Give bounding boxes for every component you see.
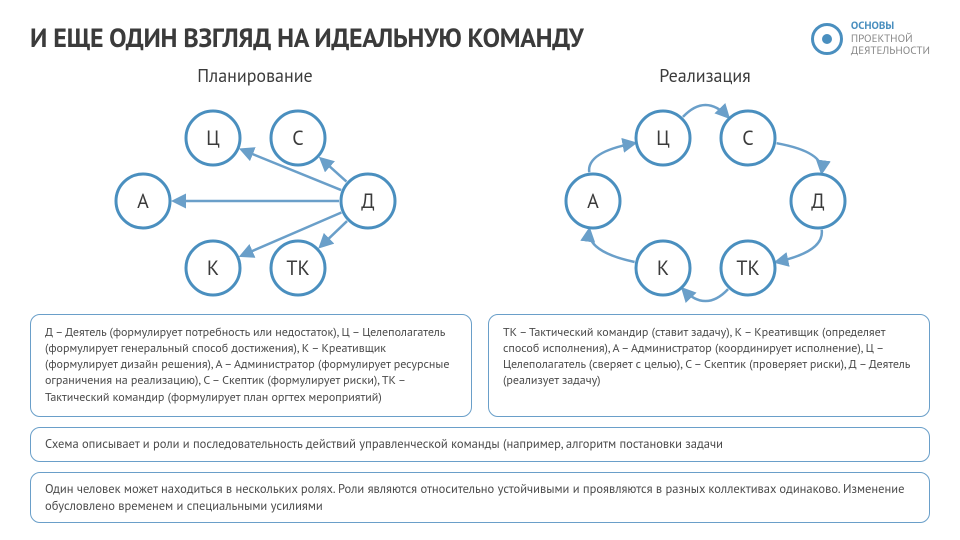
legend-row: Д – Деятель (формулирует потребность или… — [30, 314, 930, 417]
cycle-K-A — [589, 230, 635, 262]
logo-icon — [811, 23, 843, 55]
node-label-A: А — [587, 188, 599, 214]
node-label-C: Ц — [656, 125, 670, 151]
node-label-K: К — [206, 255, 218, 281]
logo-line1: ОСНОВЫ — [851, 20, 930, 33]
legend-realization: ТК – Тактический командир (ставит задачу… — [488, 314, 930, 417]
edge-D-TK — [320, 221, 347, 247]
node-label-C: Ц — [206, 125, 220, 151]
node-label-TK: ТК — [736, 255, 759, 281]
node-label-K: К — [656, 255, 668, 281]
cycle-S-D — [776, 143, 821, 172]
cycle-TK-K — [682, 289, 727, 301]
diagram-planning: Планирование А Ц С Д К ТК — [75, 64, 435, 308]
node-label-D: Д — [361, 188, 374, 214]
edge-D-S — [321, 159, 346, 182]
footer-box-2: Один человек может находиться в нескольк… — [30, 472, 930, 524]
cycle-A-C — [589, 143, 634, 172]
diagrams-row: Планирование А Ц С Д К ТК Реализация А Ц С Д К ТК — [30, 64, 930, 308]
node-label-S: С — [742, 125, 753, 151]
node-label-TK: ТК — [286, 255, 309, 281]
diagram-planning-title: Планирование — [75, 64, 435, 87]
diagram-realization-title: Реализация — [525, 64, 885, 87]
cycle-C-S — [682, 105, 727, 117]
header: И ЕЩЕ ОДИН ВЗГЛЯД НА ИДЕАЛЬНУЮ КОМАНДУ О… — [30, 20, 930, 58]
page-title: И ЕЩЕ ОДИН ВЗГЛЯД НА ИДЕАЛЬНУЮ КОМАНДУ — [30, 22, 583, 55]
node-label-S: С — [292, 125, 303, 151]
legend-planning: Д – Деятель (формулирует потребность или… — [30, 314, 472, 417]
logo-line3: ДЕЯТЕЛЬНОСТИ — [851, 45, 930, 58]
diagram-realization: Реализация А Ц С Д К ТК — [525, 64, 885, 308]
logo-text: ОСНОВЫ ПРОЕКТНОЙ ДЕЯТЕЛЬНОСТИ — [851, 20, 930, 58]
logo: ОСНОВЫ ПРОЕКТНОЙ ДЕЯТЕЛЬНОСТИ — [811, 20, 930, 58]
diagram-planning-svg: А Ц С Д К ТК — [88, 93, 423, 303]
cycle-D-TK — [776, 230, 822, 262]
node-label-D: Д — [811, 188, 824, 214]
footer-box-1: Схема описывает и роли и последовательно… — [30, 427, 930, 462]
node-label-A: А — [137, 188, 149, 214]
diagram-realization-svg: А Ц С Д К ТК — [538, 93, 873, 303]
